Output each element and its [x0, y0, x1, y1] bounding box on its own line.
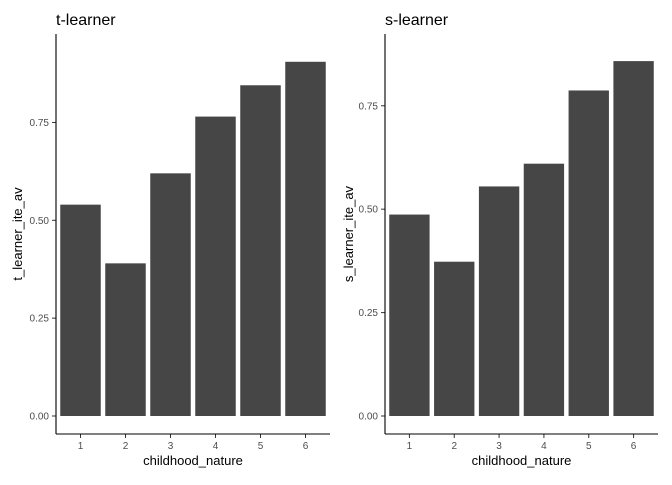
y-tick-label: 0.50 — [30, 216, 50, 227]
panel-title: t-learner — [56, 12, 116, 29]
bar-5 — [240, 85, 281, 417]
y-axis-title: t_learner_ite_av — [10, 187, 25, 281]
bar-2 — [434, 261, 475, 416]
x-tick-label: 2 — [123, 441, 129, 452]
x-tick-label: 4 — [541, 441, 547, 452]
y-axis-title: s_learner_ite_av — [341, 185, 356, 282]
y-tick-label: 0.75 — [30, 118, 50, 129]
panel-title: s-learner — [385, 12, 449, 29]
x-tick-label: 3 — [168, 441, 174, 452]
y-tick-label: 0.25 — [359, 308, 379, 319]
x-tick-label: 1 — [407, 441, 413, 452]
bar-4 — [523, 163, 565, 416]
x-tick-label: 3 — [496, 441, 502, 452]
bar-6 — [285, 61, 326, 416]
bar-1 — [60, 204, 101, 416]
x-tick-label: 5 — [258, 441, 264, 452]
y-tick-label: 0.00 — [30, 412, 50, 423]
y-tick-label: 0.50 — [359, 205, 379, 216]
bar-4 — [195, 116, 236, 416]
x-tick-label: 6 — [303, 441, 309, 452]
x-axis-title: childhood_nature — [143, 453, 243, 468]
x-tick-label: 6 — [631, 441, 637, 452]
bar-1 — [389, 214, 430, 416]
x-tick-label: 2 — [451, 441, 457, 452]
bar-3 — [478, 186, 520, 416]
bar-3 — [150, 173, 191, 416]
bar-6 — [613, 61, 654, 416]
y-tick-label: 0.25 — [30, 314, 50, 325]
y-tick-label: 0.00 — [359, 412, 379, 423]
x-axis-title: childhood_nature — [472, 453, 572, 468]
y-tick-label: 0.75 — [359, 101, 379, 112]
panel-1: t-learner 1 2 3 4 5 6 0.00 0.25 0.50 0.75 childhood… — [10, 12, 330, 468]
x-tick-label: 5 — [586, 441, 592, 452]
x-tick-label: 1 — [78, 441, 84, 452]
bar-2 — [105, 263, 146, 416]
x-tick-label: 4 — [213, 441, 219, 452]
panel-2: s-learner 1 2 3 4 5 6 0.00 0.25 0.50 0.75 childhood… — [341, 12, 658, 468]
bar-5 — [568, 90, 609, 416]
